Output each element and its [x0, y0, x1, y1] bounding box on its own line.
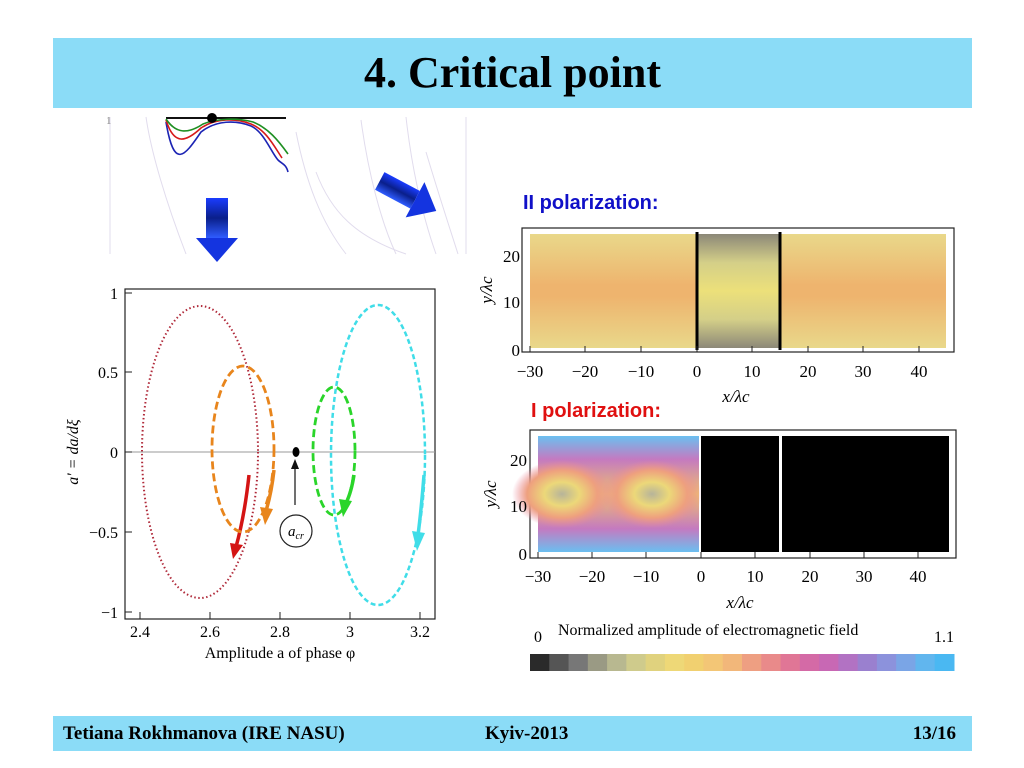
- colorbar-max: 1.1: [934, 629, 954, 646]
- colorbar-swatch: [645, 654, 666, 671]
- map-i-xtick: −20: [579, 567, 606, 586]
- footer-author: Tetiana Rokhmanova (IRE NASU): [63, 723, 345, 744]
- critical-point: [292, 447, 300, 457]
- phase-xtick: 3.2: [410, 624, 430, 641]
- orbit-red: [141, 305, 259, 599]
- footer-bar: Tetiana Rokhmanova (IRE NASU) Kyiv-2013 …: [53, 716, 972, 751]
- colorbar-swatch: [587, 654, 608, 671]
- map-ii-xtick: −10: [628, 362, 655, 381]
- colorbar-swatch: [530, 654, 550, 671]
- colorbar-swatch: [915, 654, 936, 671]
- critical-point-label-circle: [279, 514, 313, 548]
- colorbar: 0 Normalized amplitude of electromagneti…: [528, 614, 960, 676]
- colorbar-swatch: [799, 654, 820, 671]
- orbit-orange: [210, 364, 276, 534]
- colorbar-swatch: [607, 654, 627, 671]
- orbit-green: [311, 385, 357, 517]
- phase-ytick: −1: [101, 605, 118, 622]
- arrow-diagonal-icon: [375, 172, 437, 218]
- map-i-xtick: −10: [633, 567, 660, 586]
- orbit-cyan: [329, 303, 427, 607]
- phase-plot: 1 0.5 0 −0.5 −1 2.4 2.6 2.8 3 3.2 Amplit…: [65, 286, 436, 662]
- colorbar-swatch: [780, 654, 801, 671]
- map-i-ytick: 0: [519, 545, 528, 564]
- colorbar-swatch: [896, 654, 916, 671]
- map-ii-xtick: 10: [744, 362, 761, 381]
- footer-page: 13/16: [912, 723, 956, 744]
- map-i-ylabel: y/λc: [481, 480, 500, 510]
- phase-xtick: 3: [346, 624, 354, 641]
- arrow-down-icon: [196, 198, 238, 262]
- field-map-ii: 20 10 0 −30 −20 −10 0 10 20 30 40 x/λc y…: [477, 227, 955, 406]
- critical-point-marker: [207, 113, 217, 123]
- map-ii-xlabel: x/λc: [721, 387, 750, 406]
- polarization-ii-text: II polarization:: [523, 192, 659, 214]
- slide-title: 4. Critical point: [364, 48, 661, 97]
- colorbar-swatch: [761, 654, 782, 671]
- colorbar-swatch: [819, 654, 839, 671]
- map-ii-xtick: 30: [855, 362, 872, 381]
- svg-text:acr: acr: [288, 524, 304, 542]
- phase-ytick: 0: [110, 445, 118, 462]
- colorbar-swatch: [857, 654, 878, 671]
- colorbar-min: 0: [534, 629, 542, 646]
- map-i-xlabel: x/λc: [725, 593, 754, 612]
- map-ii-xtick: 0: [693, 362, 702, 381]
- colorbar-swatch: [876, 654, 897, 671]
- map-ii-ytick: 0: [512, 341, 521, 360]
- polarization-ii-title: II polarization:: [523, 192, 659, 215]
- colorbar-swatch: [549, 654, 570, 671]
- colorbar-swatch: [838, 654, 859, 671]
- map-ii-ylabel: y/λc: [477, 276, 496, 306]
- phase-xtick: 2.6: [200, 624, 220, 641]
- phase-ytick: 1: [110, 286, 118, 303]
- phase-ylabel: a' = da/dξ: [65, 419, 82, 485]
- colorbar-swatch: [626, 654, 647, 671]
- inset-tick-label: 1: [106, 115, 112, 127]
- map-i-xtick: −30: [525, 567, 552, 586]
- map-i-xtick: 0: [697, 567, 706, 586]
- field-map-i: 20 10 0 −30 −20 −10 0 10 20 30 40 x/λc y…: [481, 429, 957, 612]
- map-i-ytick: 10: [510, 497, 527, 516]
- map-i-xtick: 40: [910, 567, 927, 586]
- map-ii-xtick: −20: [572, 362, 599, 381]
- map-ii-xtick: 40: [911, 362, 928, 381]
- map-i-xtick: 20: [802, 567, 819, 586]
- orbit-red-arrow: [234, 474, 251, 548]
- critical-sub: cr: [296, 531, 304, 542]
- inset-potential-plot: 1: [106, 113, 467, 255]
- polarization-i-title: I polarization:: [531, 400, 661, 423]
- colorbar-swatch: [568, 654, 589, 671]
- map-ii-ytick: 10: [503, 293, 520, 312]
- colorbar-swatch: [703, 654, 724, 671]
- colorbar-swatch: [684, 654, 704, 671]
- map-ii-ytick: 20: [503, 247, 520, 266]
- map-i-xtick: 30: [856, 567, 873, 586]
- colorbar-swatch: [722, 654, 743, 671]
- map-ii-xtick: −30: [517, 362, 544, 381]
- footer-place: Kyiv-2013: [485, 723, 569, 744]
- colorbar-swatch: [934, 654, 955, 671]
- phase-xtick: 2.4: [130, 624, 150, 641]
- polarization-i-text: I polarization:: [531, 400, 661, 422]
- colorbar-swatch: [664, 654, 685, 671]
- map-i-ytick: 20: [510, 451, 527, 470]
- phase-ytick: 0.5: [98, 365, 118, 382]
- phase-ytick: −0.5: [89, 525, 118, 542]
- colorbar-swatch: [742, 654, 762, 671]
- title-bar: 4. Critical point: [53, 38, 972, 108]
- phase-xtick: 2.8: [270, 624, 290, 641]
- critical-label: a: [288, 524, 296, 540]
- map-ii-xtick: 20: [800, 362, 817, 381]
- phase-xlabel: Amplitude a of phase φ: [205, 645, 356, 662]
- map-i-xtick: 10: [747, 567, 764, 586]
- colorbar-label: Normalized amplitude of electromagnetic …: [558, 622, 858, 639]
